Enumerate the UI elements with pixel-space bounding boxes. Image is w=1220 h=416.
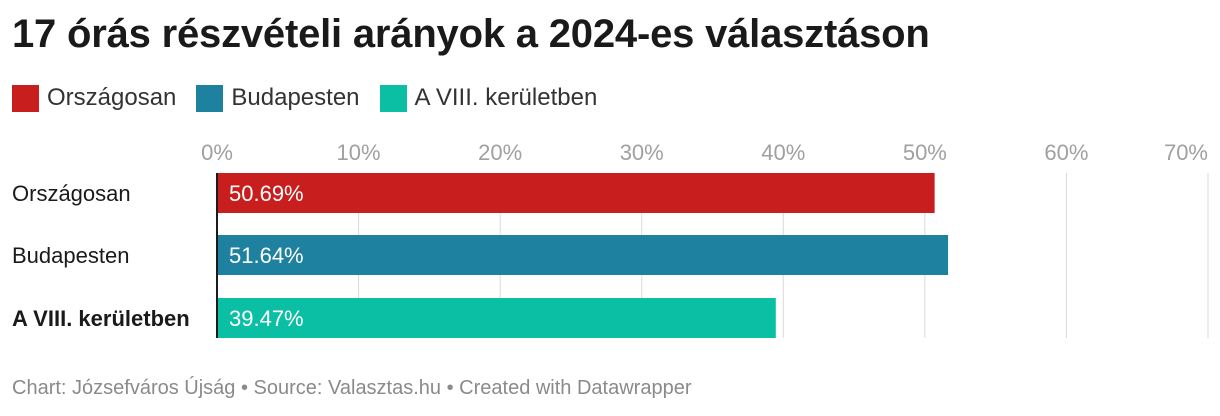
bars bbox=[217, 173, 949, 338]
legend-item-budapesten: Budapesten bbox=[196, 84, 360, 112]
legend-swatch-budapesten bbox=[196, 84, 224, 112]
tick-label-60: 60% bbox=[1044, 140, 1088, 165]
bar-0 bbox=[217, 173, 935, 213]
value-label-2: 39.47% bbox=[229, 306, 304, 331]
category-label-0: Országosan bbox=[12, 181, 131, 206]
tick-label-30: 30% bbox=[620, 140, 664, 165]
legend-label-budapesten: Budapesten bbox=[231, 84, 360, 111]
tick-label-0: 0% bbox=[201, 140, 233, 165]
tick-label-40: 40% bbox=[761, 140, 805, 165]
tick-label-10: 10% bbox=[337, 140, 381, 165]
legend-label-orszagosan: Országosan bbox=[47, 84, 177, 111]
legend-item-orszagosan: Országosan bbox=[12, 84, 176, 112]
legend: Országosan Budapesten A VIII. kerületben bbox=[12, 84, 617, 112]
tick-label-70: 70% bbox=[1164, 140, 1208, 165]
value-label-1: 51.64% bbox=[229, 243, 304, 268]
legend-swatch-viii-kerulet bbox=[379, 84, 407, 112]
value-labels: 50.69% 51.64% 39.47% bbox=[229, 181, 304, 331]
chart-title: 17 órás részvételi arányok a 2024-es vál… bbox=[12, 12, 930, 56]
category-label-2: A VIII. kerületben bbox=[12, 306, 190, 331]
category-label-1: Budapesten bbox=[12, 243, 129, 268]
tick-label-20: 20% bbox=[478, 140, 522, 165]
value-label-0: 50.69% bbox=[229, 181, 304, 206]
bar-1 bbox=[217, 235, 949, 275]
tick-label-50: 50% bbox=[903, 140, 947, 165]
category-labels: Országosan Budapesten A VIII. kerületben bbox=[12, 181, 190, 331]
bar-2 bbox=[217, 298, 776, 338]
chart-footer: Chart: Józsefváros Újság • Source: Valas… bbox=[12, 377, 692, 399]
legend-label-viii-kerulet: A VIII. kerületben bbox=[414, 84, 598, 111]
legend-item-viii-kerulet: A VIII. kerületben bbox=[379, 84, 598, 112]
bar-chart: 0% 10% 20% 30% 40% 50% 60% 70% Országosan Budape… bbox=[12, 140, 1209, 338]
tick-labels: 0% 10% 20% 30% 40% 50% 60% 70% bbox=[201, 140, 1208, 165]
legend-swatch-orszagosan bbox=[12, 84, 39, 112]
